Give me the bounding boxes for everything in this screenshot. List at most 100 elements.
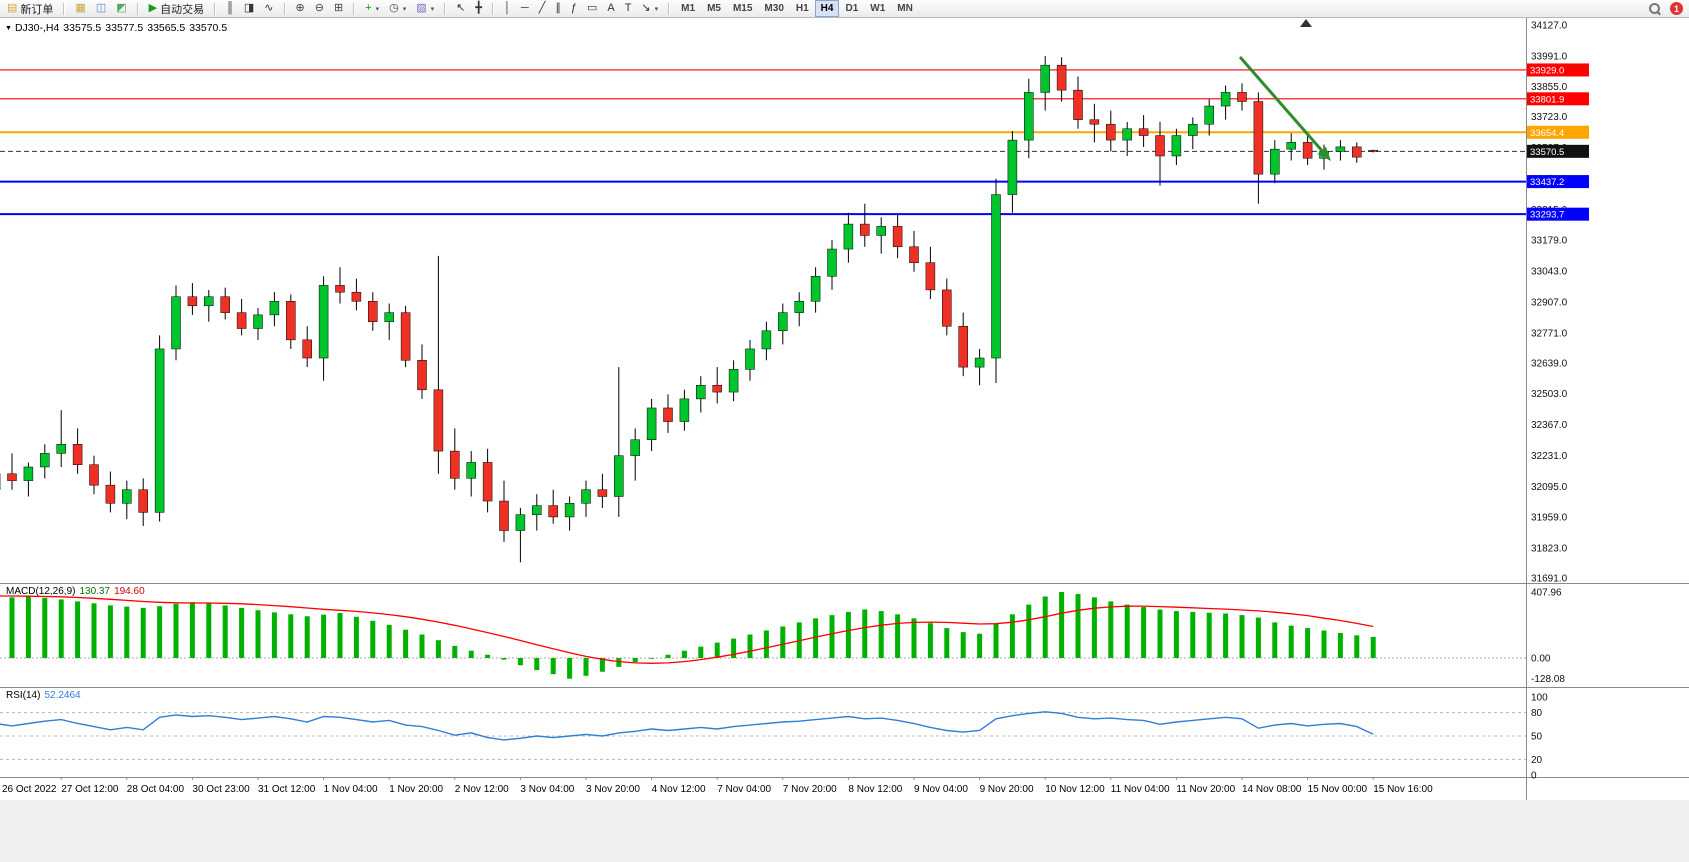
timeframe-m1[interactable]: M1 <box>681 3 696 14</box>
order-group: ▤ 新订单 <box>0 0 60 17</box>
candlestick-icon[interactable]: ◨ <box>239 0 259 17</box>
candle-body <box>810 276 821 302</box>
candle-body <box>827 248 837 277</box>
cursor-icon[interactable]: ↖ <box>451 0 470 17</box>
macd-histogram-bar <box>386 624 392 658</box>
candle-body <box>187 296 198 307</box>
trendline-icon[interactable]: ╱ <box>534 0 551 17</box>
timeframe-m30[interactable]: M30 <box>764 3 784 14</box>
macd-histogram-bar <box>534 658 540 671</box>
crosshair-icon[interactable]: ╋ <box>470 0 487 17</box>
symbol-period-label: DJ30-,H4 <box>14 22 60 34</box>
timeframe-m5[interactable]: M5 <box>707 3 721 14</box>
candle-body <box>482 462 493 502</box>
text-icon[interactable]: A <box>602 0 619 17</box>
zoom-in-icon[interactable]: ⊕ <box>291 0 310 17</box>
new-order-button[interactable]: ▤ 新订单 <box>2 0 58 17</box>
candle-body <box>105 484 116 504</box>
timeframe-m15[interactable]: M15 <box>732 3 753 14</box>
macd-histogram-bar <box>321 614 327 658</box>
collapse-triangle-icon[interactable]: ▼ <box>5 25 12 32</box>
price-axis-label: 33855.0 <box>1531 82 1568 93</box>
candle-body <box>1024 92 1034 141</box>
time-axis-label: 2 Nov 12:00 <box>455 784 509 795</box>
rsi-name: RSI(14) <box>6 690 41 701</box>
candle-body <box>236 312 247 329</box>
timeframe-mn[interactable]: MN <box>897 3 913 14</box>
candle-body <box>23 466 34 481</box>
line-chart-icon[interactable]: ∿ <box>259 0 278 17</box>
charts-grid-icon[interactable]: ▦ <box>70 0 90 17</box>
macd-histogram-bar <box>157 606 163 658</box>
macd-histogram-bar <box>829 615 835 658</box>
trend-arrow-head[interactable] <box>1317 146 1331 161</box>
indicators-icon[interactable]: + ▾ <box>360 0 384 17</box>
templates-icon[interactable]: ▨ ▾ <box>411 0 439 17</box>
macd-histogram-bar <box>403 629 409 658</box>
fibonacci-icon[interactable]: ƒ <box>566 0 582 17</box>
candle-body <box>532 505 542 515</box>
candle-body <box>974 357 985 368</box>
timeframe-h1[interactable]: H1 <box>795 3 809 14</box>
trend-arrow-line[interactable] <box>1238 56 1326 155</box>
close-value: 33570.5 <box>189 22 228 34</box>
time-axis-label: 8 Nov 12:00 <box>848 784 902 795</box>
chart-shift-marker-icon[interactable] <box>1300 19 1312 27</box>
candle-body <box>302 339 312 359</box>
rsi-panel-label: RSI(14) 52.2464 <box>6 690 85 701</box>
macd-histogram-bar <box>1288 625 1294 658</box>
vertical-line-icon[interactable]: │ <box>499 0 516 17</box>
macd-histogram-bar <box>140 607 146 658</box>
macd-histogram-bar <box>107 605 113 658</box>
candle-body <box>860 223 870 236</box>
candle-body <box>1040 64 1050 93</box>
search-icon[interactable] <box>1649 3 1660 14</box>
label-icon[interactable]: T <box>620 0 637 17</box>
auto-trading-button[interactable]: ▶ 自动交易 <box>144 0 209 17</box>
price-axis-label: 34127.0 <box>1531 21 1568 32</box>
label-icon: T <box>624 2 632 14</box>
macd-histogram-bar <box>124 606 130 658</box>
price-axis-label: 32503.0 <box>1531 389 1568 400</box>
macd-histogram-bar <box>173 603 179 658</box>
profiles-icon[interactable]: ◫ <box>91 0 111 17</box>
macd-histogram-bar <box>1026 604 1032 658</box>
timeframe-h4[interactable]: H4 <box>814 0 840 17</box>
timeframe-w1[interactable]: W1 <box>870 3 886 14</box>
toolbar-right: 1 <box>1649 0 1683 17</box>
macd-histogram-bar <box>714 642 720 658</box>
arrows-icon[interactable]: ↘ ▾ <box>636 0 663 17</box>
timeframe-d1[interactable]: D1 <box>845 3 859 14</box>
tile-windows-icon[interactable]: ⊞ <box>329 0 348 17</box>
periods-icon[interactable]: ◷ ▾ <box>384 0 411 17</box>
notification-badge[interactable]: 1 <box>1670 2 1683 15</box>
candle-body <box>630 439 640 456</box>
macd-histogram-bar <box>1173 611 1179 658</box>
ohlc-bars-icon[interactable]: ║ <box>221 0 239 17</box>
data-window-icon[interactable]: ◩ <box>111 0 131 17</box>
new-order-button: ▤ <box>7 2 18 14</box>
horizontal-line-icon[interactable]: ─ <box>516 0 534 17</box>
macd-histogram-bar <box>780 626 786 658</box>
candle-body <box>696 385 706 400</box>
price-tag <box>1527 175 1589 189</box>
candle-body <box>466 462 476 479</box>
chevron-down-icon: ▾ <box>375 5 380 13</box>
price-tag <box>1527 125 1589 139</box>
charts-grid-icon: ▦ <box>75 2 86 14</box>
horizontal-line-icon: ─ <box>520 2 529 14</box>
auto-trading-button: ▶ <box>148 2 158 14</box>
macd-histogram-bar <box>1124 604 1130 658</box>
channel-icon[interactable]: ∥ <box>550 0 566 17</box>
candle-body <box>794 301 804 313</box>
window-bottom-area <box>0 800 1689 862</box>
candle-body <box>564 503 575 518</box>
shapes-icon[interactable]: ▭ <box>582 0 602 17</box>
time-axis-label: 15 Nov 00:00 <box>1308 784 1368 795</box>
zoom-out-icon[interactable]: ⊖ <box>310 0 329 17</box>
time-axis-label: 31 Oct 12:00 <box>258 784 316 795</box>
candle-body <box>712 385 722 393</box>
macd-name: MACD(12,26,9) <box>6 586 76 597</box>
line-chart-icon: ∿ <box>264 2 274 14</box>
time-axis-label: 28 Oct 04:00 <box>127 784 185 795</box>
